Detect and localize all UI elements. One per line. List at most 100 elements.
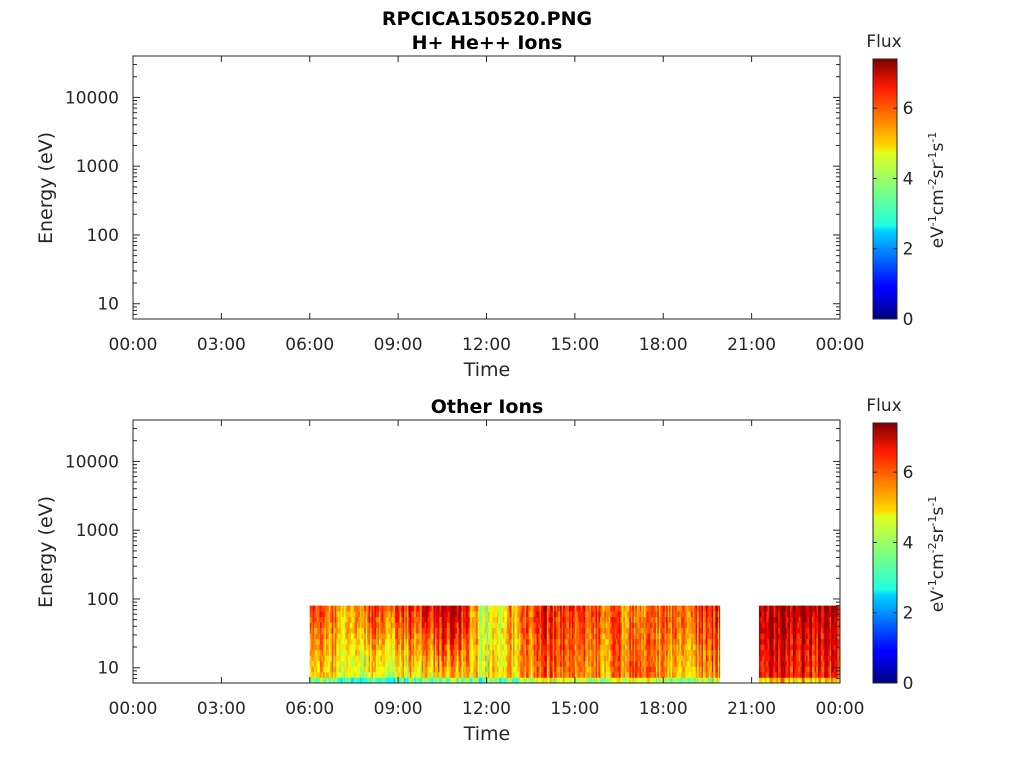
spectrogram-cell [577,649,580,656]
spectrogram-cell [834,655,836,662]
spectrogram-cell [345,616,347,623]
spectrogram-cell [832,655,835,662]
spectrogram-cell [508,616,511,623]
spectrogram-cell [834,627,836,634]
spectrogram-cell [395,644,398,651]
spectrogram-cell [592,655,595,662]
spectrogram-cell [767,605,770,612]
spectrogram-cell [701,638,704,645]
spectrogram-cell [535,638,537,645]
spectrogram-cell [772,649,775,656]
spectrogram-cell [362,638,365,645]
spectrogram-cell [797,611,800,617]
spectrogram-cell [461,627,464,634]
spectrogram-cell [588,616,590,623]
spectrogram-cell [766,638,769,645]
spectrogram-cell [717,660,720,667]
x-axis-label: Time [463,359,511,381]
spectrogram-cell [710,611,713,617]
spectrogram-cell [433,622,436,629]
spectrogram-cell [648,622,651,629]
spectrogram-cell [666,660,669,667]
spectrogram-cell [387,633,390,640]
spectrogram-cell [376,649,378,656]
spectrogram-cell [647,655,649,662]
spectrogram-cell [358,655,361,662]
spectrogram-cell [312,660,315,667]
spectrogram-cell [542,644,545,651]
spectrogram-cell [411,622,414,629]
spectrogram-cell [320,622,322,629]
spectrogram-cell [645,649,648,656]
spectrogram-cell [371,605,374,612]
spectrogram-cell [443,644,446,651]
spectrogram-cell [378,611,381,617]
spectrogram-cell [361,677,364,684]
spectrogram-cell [334,633,337,640]
spectrogram-cell [355,677,358,684]
spectrogram-cell [337,655,340,662]
spectrogram-cell [433,627,436,634]
spectrogram-cell [574,633,577,640]
colorbar-tick-label: 4 [903,533,914,553]
spectrogram-cell [571,605,574,612]
spectrogram-cell [713,644,716,651]
spectrogram-cell [527,627,530,634]
spectrogram-cell [459,660,462,667]
spectrogram-cell [658,627,661,634]
spectrogram-cell [714,666,717,673]
spectrogram-cell [670,671,673,678]
spectrogram-cell [788,644,791,651]
spectrogram-cell [524,611,527,617]
spectrogram-cell [487,644,490,651]
spectrogram-cell [686,611,689,617]
spectrogram-cell [468,655,471,662]
spectrogram-cell [591,616,593,623]
spectrogram-cell [835,622,838,629]
spectrogram-cell [513,655,515,662]
spectrogram-cell [602,605,605,612]
spectrogram-cell [377,622,380,629]
spectrogram-cell [398,660,400,667]
spectrogram-cell [672,611,674,617]
spectrogram-cell [564,627,567,634]
spectrogram-cell [669,627,672,634]
spectrogram-cell [392,649,395,656]
spectrogram-cell [518,611,521,617]
spectrogram-cell [526,605,529,612]
spectrogram-cell [406,611,409,617]
spectrogram-cell [667,671,670,678]
spectrogram-cell [336,611,339,617]
spectrogram-cell [782,644,785,651]
spectrogram-cell [477,644,480,651]
spectrogram-cell [804,633,807,640]
spectrogram-cell [660,655,663,662]
spectrogram-cell [364,649,367,656]
spectrogram-cell [452,622,455,629]
spectrogram-cell [651,666,654,673]
spectrogram-cell [788,611,791,617]
spectrogram-cell [495,622,498,629]
spectrogram-cell [638,638,641,645]
spectrogram-cell [619,638,621,645]
spectrogram-cell [462,627,465,634]
spectrogram-cell [797,677,800,684]
spectrogram-cell [465,666,468,673]
spectrogram-cell [530,605,533,612]
spectrogram-cell [339,638,342,645]
spectrogram-cell [486,605,489,612]
spectrogram-cell [414,660,417,667]
spectrogram-cell [539,622,542,629]
spectrogram-cell [461,677,464,684]
spectrogram-cell [622,638,624,645]
spectrogram-cell [804,611,807,617]
spectrogram-cell [669,644,672,651]
spectrogram-cell [705,638,708,645]
spectrogram-cell [490,616,493,623]
spectrogram-cell [601,666,604,673]
spectrogram-cell [645,627,648,634]
spectrogram-cell [477,622,480,629]
spectrogram-cell [703,666,705,673]
spectrogram-cell [380,671,383,678]
spectrogram-cell [788,649,791,656]
